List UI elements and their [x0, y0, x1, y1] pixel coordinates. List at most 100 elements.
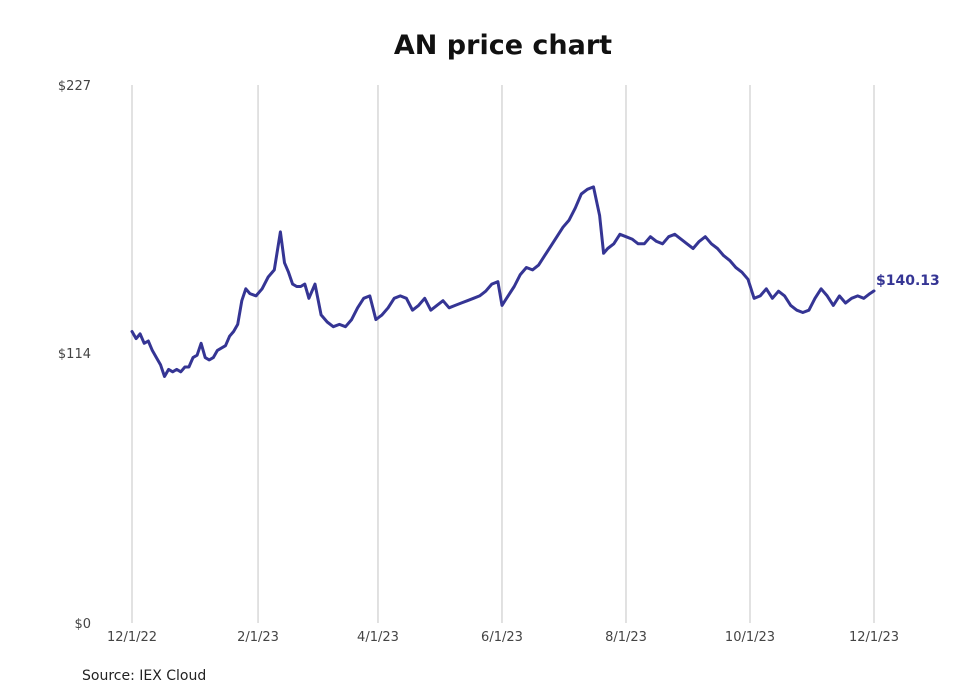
data-point: [661, 243, 664, 245]
data-point: [143, 342, 145, 345]
data-point: [411, 309, 414, 312]
data-point: [491, 283, 493, 285]
data-point: [236, 323, 239, 326]
series-layer: [130, 185, 876, 378]
data-point: [863, 297, 865, 300]
data-point: [220, 347, 223, 349]
data-point: [344, 325, 347, 328]
data-point: [741, 271, 743, 274]
data-point: [519, 273, 522, 276]
data-point: [200, 342, 202, 345]
data-point: [155, 356, 158, 359]
data-point: [796, 309, 798, 312]
data-point: [314, 283, 316, 285]
x-tick-label: 4/1/23: [357, 630, 399, 645]
data-point: [873, 290, 875, 292]
data-point: [543, 254, 546, 257]
data-point: [643, 243, 646, 245]
data-point: [131, 330, 133, 333]
data-point: [267, 276, 270, 278]
data-point: [716, 247, 719, 250]
data-point: [686, 243, 688, 245]
data-point: [279, 231, 282, 233]
data-point: [295, 285, 298, 288]
data-point: [680, 238, 682, 240]
data-point: [606, 247, 609, 250]
data-point: [291, 283, 294, 285]
data-point: [255, 295, 257, 297]
data-point: [771, 297, 774, 300]
data-point: [212, 356, 215, 359]
data-point: [728, 259, 731, 262]
data-point: [338, 323, 341, 326]
grid-layer: [131, 85, 875, 623]
data-point: [208, 359, 210, 361]
data-point: [580, 193, 583, 195]
data-point: [405, 297, 408, 300]
data-point: [232, 330, 235, 333]
data-point: [151, 349, 154, 352]
data-point: [399, 295, 402, 297]
data-point: [381, 314, 383, 316]
data-point: [631, 238, 633, 240]
data-point: [513, 285, 515, 288]
x-tick-label: 6/1/23: [481, 630, 523, 645]
data-point: [184, 366, 186, 368]
data-point: [820, 288, 822, 290]
data-point: [586, 188, 589, 191]
data-point: [692, 247, 694, 250]
last-value-label: $140.13: [876, 273, 940, 289]
data-point: [430, 309, 432, 312]
data-point: [245, 288, 247, 290]
data-point: [814, 297, 816, 300]
source-note: Source: IEX Cloud: [82, 668, 207, 684]
data-point: [147, 340, 150, 342]
data-point: [602, 252, 605, 255]
data-point: [326, 321, 329, 323]
data-point: [448, 307, 450, 309]
data-point: [826, 295, 828, 297]
data-point: [674, 233, 676, 236]
data-point: [466, 299, 469, 302]
data-point: [747, 278, 749, 281]
data-point: [592, 186, 595, 188]
data-point: [180, 371, 182, 373]
data-point: [783, 295, 786, 297]
data-point: [369, 295, 371, 297]
annotation-layer: $140.13: [876, 273, 940, 289]
x-tick-label: 2/1/23: [237, 630, 279, 645]
data-point: [613, 243, 615, 245]
data-point: [856, 295, 859, 297]
data-point: [350, 318, 353, 321]
data-point: [704, 235, 707, 238]
data-point: [332, 325, 335, 328]
data-point: [568, 219, 570, 221]
data-point: [299, 285, 302, 288]
x-tick-label: 12/1/23: [849, 630, 899, 645]
data-point: [637, 243, 639, 245]
data-point: [454, 304, 457, 307]
data-point: [204, 356, 206, 359]
data-point: [171, 371, 174, 373]
series-points: [131, 186, 875, 378]
data-point: [387, 307, 389, 309]
data-point: [844, 302, 847, 304]
data-point: [698, 240, 700, 243]
data-point: [484, 290, 487, 293]
data-point: [850, 297, 853, 300]
data-point: [722, 254, 725, 257]
data-point: [216, 349, 219, 352]
data-point: [283, 262, 286, 264]
data-point: [139, 333, 141, 335]
x-tick-label: 8/1/23: [605, 630, 647, 645]
x-tick-label: 12/1/22: [107, 630, 157, 645]
data-point: [442, 299, 444, 302]
y-tick-label: $0: [74, 617, 91, 632]
data-point: [550, 245, 552, 247]
x-axis-ticks: 12/1/22 2/1/23 4/1/23 6/1/23 8/1/23 10/1/23 12…: [107, 630, 899, 645]
data-point: [472, 297, 475, 300]
data-point: [163, 375, 166, 378]
data-point: [308, 297, 310, 300]
data-point: [802, 311, 804, 314]
